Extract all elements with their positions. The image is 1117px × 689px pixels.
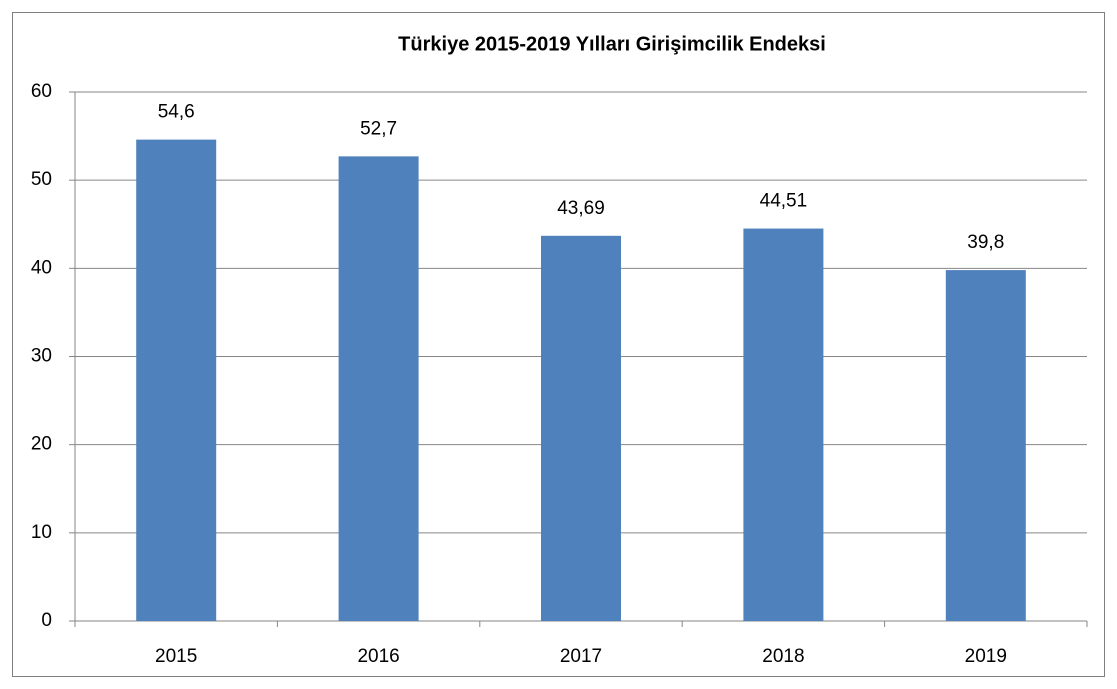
y-tick-label: 30 bbox=[31, 346, 52, 367]
bar bbox=[338, 156, 419, 621]
x-tick-label: 2016 bbox=[357, 646, 399, 667]
bar bbox=[541, 235, 621, 621]
x-tick-label: 2018 bbox=[762, 646, 804, 667]
data-label: 54,6 bbox=[158, 102, 195, 123]
data-label: 39,8 bbox=[967, 232, 1004, 253]
x-tick-label: 2019 bbox=[965, 646, 1007, 667]
x-tick-label: 2015 bbox=[155, 646, 197, 667]
y-tick-label: 60 bbox=[31, 81, 52, 102]
y-tick-label: 40 bbox=[31, 257, 52, 278]
y-tick-label: 10 bbox=[31, 522, 52, 543]
bar bbox=[136, 139, 217, 622]
data-label: 43,69 bbox=[557, 198, 605, 219]
chart-title: Türkiye 2015-2019 Yılları Girişimcilik E… bbox=[398, 33, 826, 55]
data-label: 44,51 bbox=[760, 191, 808, 212]
bar bbox=[743, 228, 824, 621]
x-tick-label: 2017 bbox=[560, 646, 602, 667]
data-label: 52,7 bbox=[360, 118, 397, 139]
bar bbox=[945, 270, 1026, 621]
y-tick-label: 50 bbox=[31, 169, 52, 190]
y-tick-label: 0 bbox=[41, 610, 52, 631]
y-tick-label: 20 bbox=[31, 434, 52, 455]
